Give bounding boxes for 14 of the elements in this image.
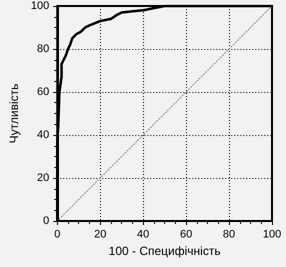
x-axis-title: 100 - Специфічність [108, 244, 221, 258]
x-tick-label: 60 [180, 228, 192, 240]
y-tick-label: 80 [37, 43, 50, 55]
x-tick-label: 20 [94, 228, 106, 240]
x-tick-label: 0 [54, 228, 60, 240]
y-tick-label: 100 [30, 0, 50, 12]
y-tick-label: 40 [37, 129, 50, 141]
x-tick-label: 100 [262, 228, 282, 240]
y-tick-label: 20 [37, 172, 50, 184]
y-tick-label: 0 [43, 215, 50, 227]
y-tick-label: 60 [37, 86, 50, 98]
y-axis-title: Чутливість [7, 84, 21, 144]
x-tick-label: 40 [137, 228, 150, 240]
x-tick-label: 80 [222, 228, 236, 240]
